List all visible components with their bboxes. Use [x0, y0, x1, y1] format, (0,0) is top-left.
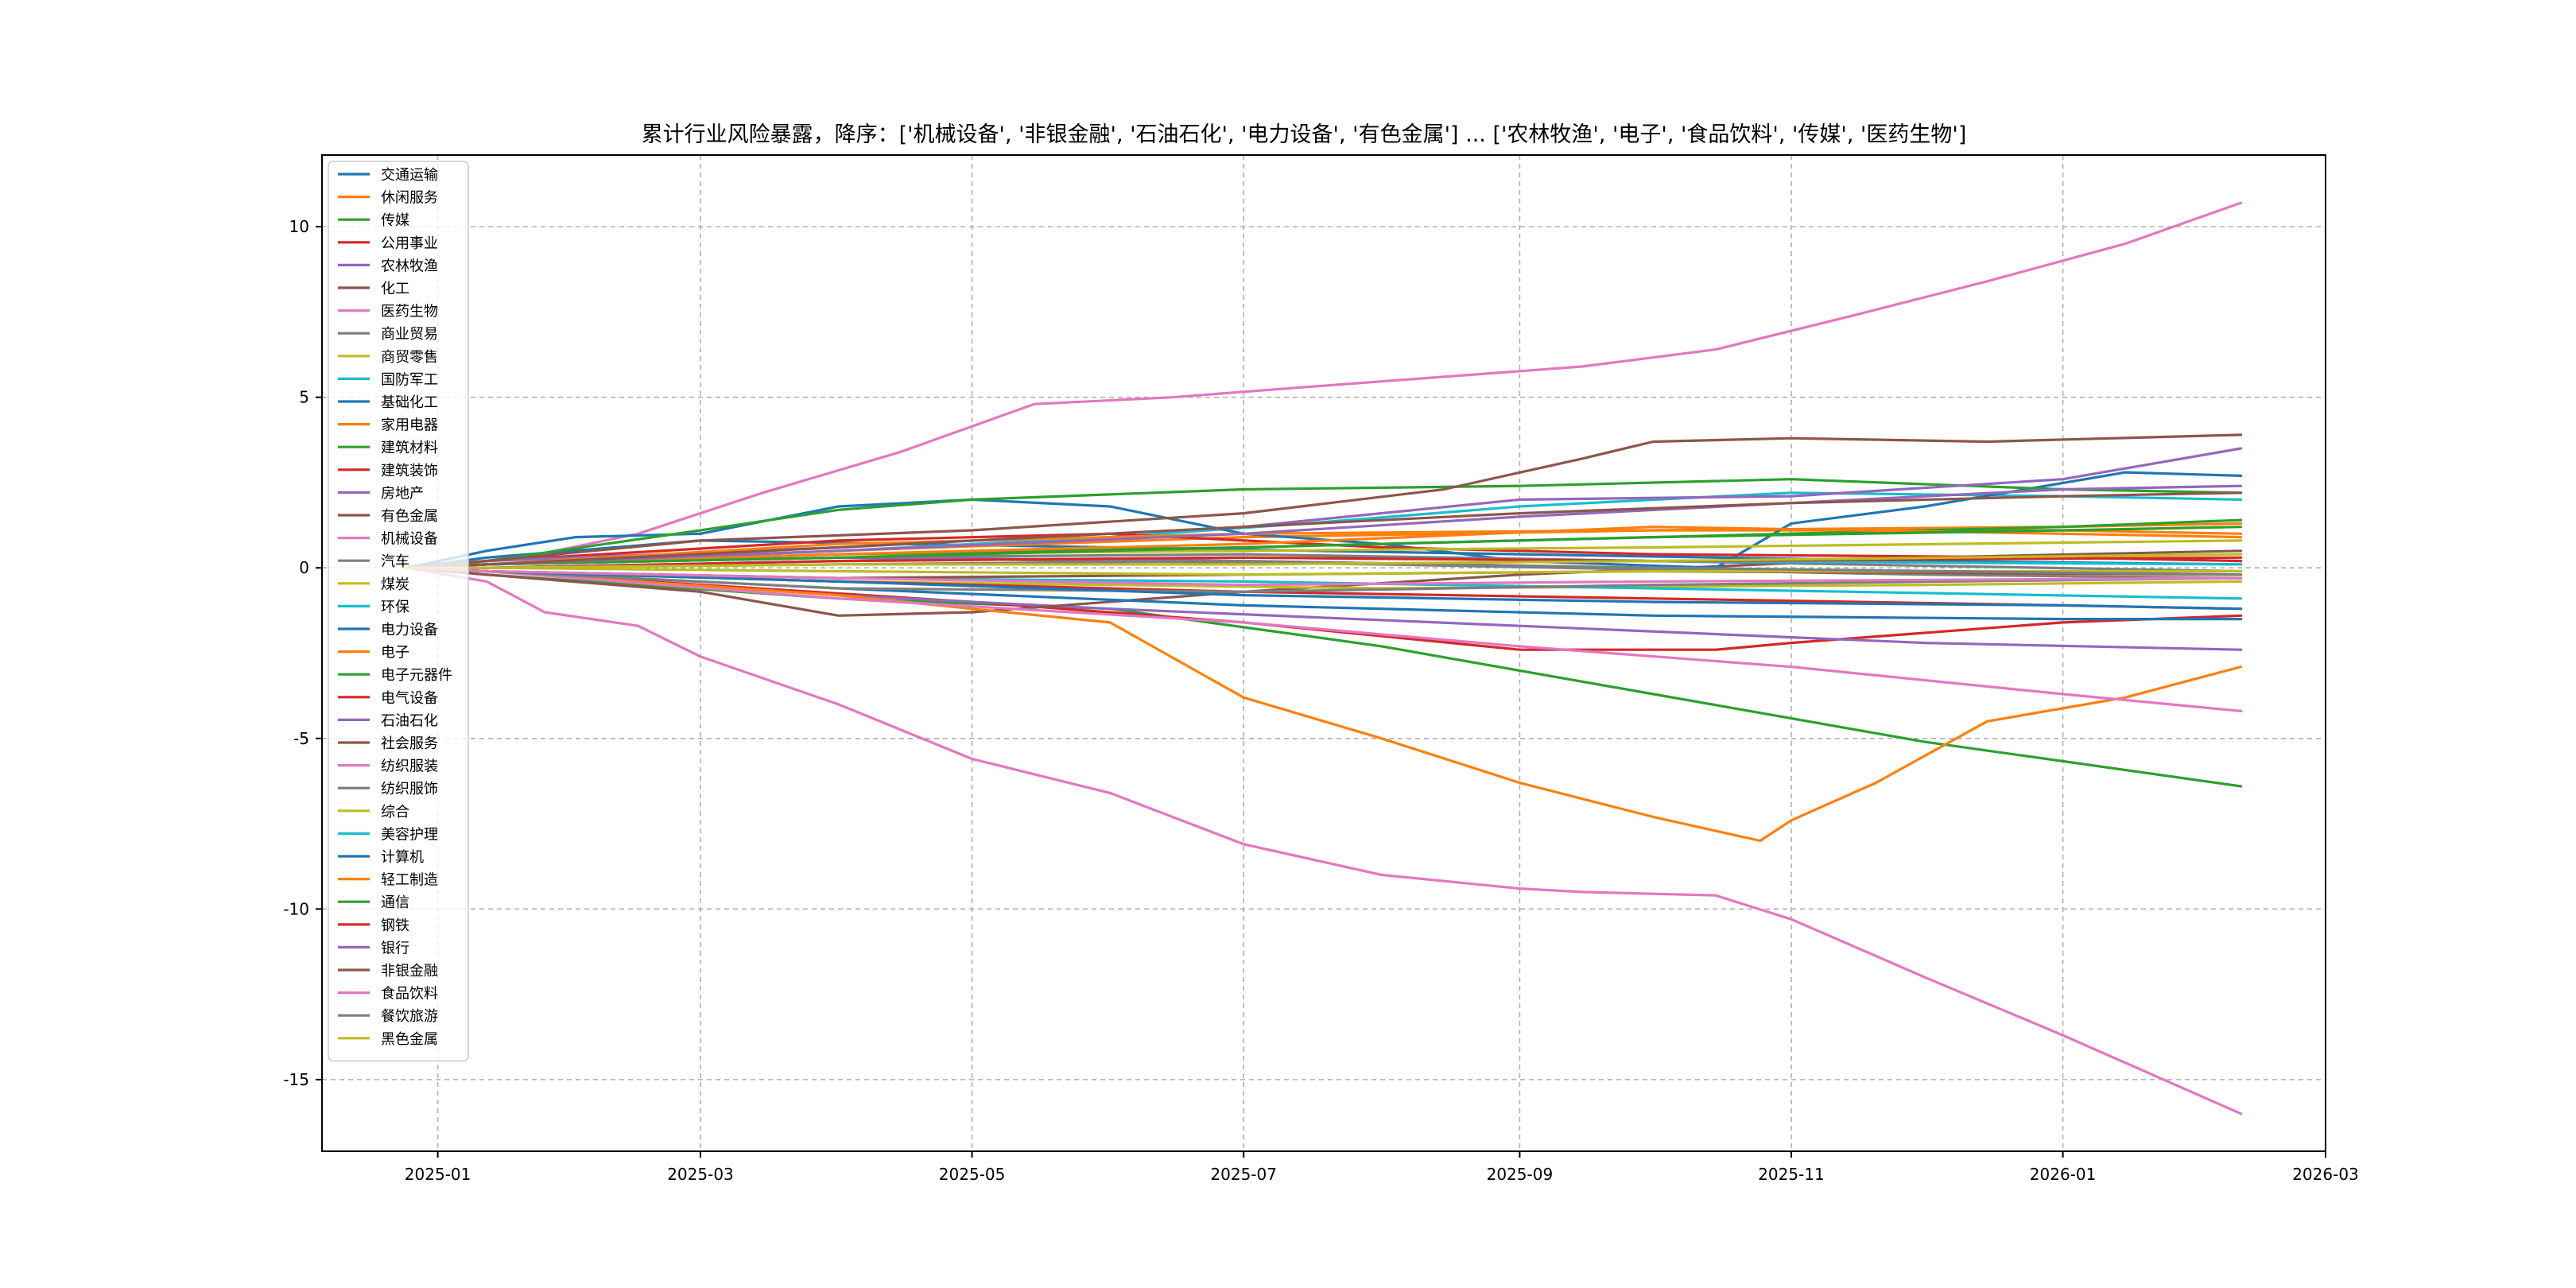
series-line: [405, 478, 2243, 569]
legend-label: 环保: [381, 599, 409, 615]
series-line: [405, 447, 2243, 569]
legend-label: 机械设备: [381, 531, 438, 548]
legend-label: 商贸零售: [381, 349, 438, 366]
series-line: [405, 566, 2243, 712]
plot-frame: [321, 154, 2326, 1152]
grid: [322, 155, 2326, 1151]
y-tick-label: 5: [299, 388, 309, 407]
x-tick-label: 2025-05: [939, 1165, 1006, 1184]
series-line: [405, 201, 2243, 569]
legend-label: 建筑材料: [381, 440, 438, 456]
series-line: [405, 553, 2243, 569]
legend-label: 汽车: [381, 553, 409, 570]
legend-label: 煤炭: [381, 576, 409, 593]
legend-label: 通信: [381, 894, 409, 911]
legend-label: 美容护理: [381, 826, 438, 843]
y-tick-label: 0: [299, 558, 309, 577]
legend-label: 轻工制造: [381, 872, 438, 889]
x-tick-label: 2025-11: [1758, 1165, 1825, 1184]
legend-label: 房地产: [381, 485, 424, 502]
legend-label: 餐饮旅游: [381, 1008, 438, 1025]
legend-label: 石油石化: [381, 712, 438, 729]
series-line: [405, 566, 2243, 1115]
x-tick-label: 2025-09: [1487, 1165, 1554, 1184]
legend-label: 社会服务: [381, 735, 438, 752]
legend-label: 有色金属: [381, 508, 438, 525]
legend-label: 纺织服装: [381, 758, 438, 775]
x-tick-label: 2025-03: [667, 1165, 734, 1184]
y-tick-label: -10: [283, 899, 309, 918]
series-line: [405, 566, 2243, 587]
legend-label: 医药生物: [381, 304, 438, 320]
legend: 交通运输休闲服务传媒公用事业农林牧渔化工医药生物商业贸易商贸零售国防军工基础化工…: [328, 161, 469, 1062]
chart-title: 累计行业风险暴露，降序：['机械设备', '非银金融', '石油石化', '电力…: [642, 122, 1967, 147]
series-lines: [405, 201, 2243, 1115]
legend-label: 电子: [381, 645, 409, 661]
x-tick-label: 2025-07: [1210, 1165, 1277, 1184]
y-tick-label: 10: [289, 217, 309, 236]
y-tick-label: -15: [283, 1070, 309, 1089]
x-tick-label: 2026-01: [2030, 1165, 2097, 1184]
legend-label: 非银金融: [381, 963, 438, 980]
legend-label: 综合: [381, 804, 409, 821]
legend-label: 钢铁: [381, 918, 409, 934]
legend-label: 银行: [381, 940, 409, 956]
legend-label: 化工: [381, 281, 409, 297]
y-axis: 10 5 0 -5 -10 -15: [283, 217, 322, 1089]
x-tick-label: 2025-01: [405, 1165, 471, 1184]
x-tick-label: 2026-03: [2292, 1165, 2359, 1184]
legend-label: 农林牧渔: [381, 258, 438, 274]
legend-label: 家用电器: [381, 417, 438, 434]
y-tick-label: -5: [293, 729, 309, 748]
legend-label: 计算机: [381, 849, 424, 866]
x-axis: 2025-01 2025-03 2025-05 2025-07 2025-09 2025-…: [405, 1151, 2359, 1184]
legend-label: 商业贸易: [381, 326, 438, 343]
legend-label: 食品饮料: [381, 986, 438, 1003]
series-line: [405, 491, 2243, 569]
legend-label: 交通运输: [381, 167, 438, 184]
legend-box: [328, 161, 469, 1062]
legend-label: 电子元器件: [381, 667, 452, 684]
legend-label: 黑色金属: [381, 1031, 438, 1048]
legend-label: 公用事业: [381, 235, 438, 252]
legend-label: 纺织服饰: [381, 781, 438, 797]
legend-label: 国防军工: [381, 371, 438, 388]
legend-label: 传媒: [381, 212, 409, 229]
series-line: [405, 566, 2243, 843]
legend-label: 电气设备: [381, 690, 438, 707]
legend-label: 休闲服务: [381, 190, 438, 207]
legend-label: 电力设备: [381, 622, 438, 638]
series-line: [405, 433, 2243, 569]
legend-label: 基础化工: [381, 394, 438, 411]
legend-label: 建筑装饰: [381, 463, 438, 479]
